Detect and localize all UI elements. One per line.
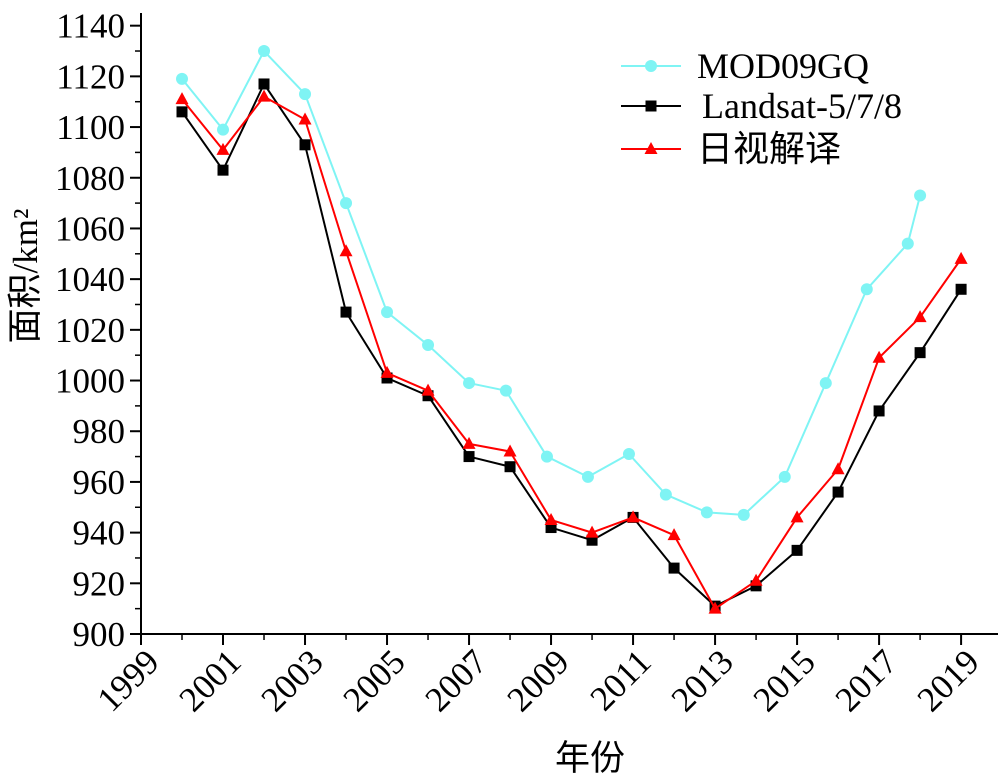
series-1-point — [176, 106, 188, 118]
y-tick-label: 1140 — [56, 7, 125, 46]
series-0-point — [819, 377, 832, 390]
series-2-point — [298, 112, 312, 125]
y-axis-title: 面积/km² — [6, 209, 45, 344]
x-tick-label: 2009 — [500, 642, 577, 719]
series-0-point — [737, 508, 750, 521]
series-1-point — [504, 461, 516, 473]
y-tick-label: 1120 — [56, 57, 125, 96]
series-0-point — [778, 470, 791, 483]
y-tick-label: 980 — [73, 412, 126, 451]
series-2-point — [667, 528, 681, 541]
series-0-point — [581, 470, 594, 483]
series-2-point — [749, 573, 763, 586]
legend-marker — [645, 100, 657, 112]
series-0-point — [499, 384, 512, 397]
series-0-point — [258, 45, 271, 58]
series-1-point — [873, 405, 885, 417]
series-1-point — [381, 372, 393, 384]
series-0-point — [700, 506, 713, 519]
x-tick-label: 2005 — [336, 642, 413, 719]
series-2-point — [175, 92, 189, 105]
y-tick-label: 940 — [73, 514, 126, 553]
x-tick-label: 2007 — [418, 642, 495, 719]
y-tick-label: 1020 — [55, 311, 125, 350]
legend-label: Landsat-5/7/8 — [702, 86, 902, 126]
x-axis-title: 年份 — [555, 739, 625, 778]
legend-label: MOD09GQ — [697, 46, 869, 86]
series-1-point — [586, 534, 598, 546]
x-tick-label: 2003 — [254, 642, 331, 719]
series-2-point — [626, 510, 640, 523]
y-tick-label: 1000 — [55, 362, 125, 401]
x-tick-label: 2015 — [746, 642, 823, 719]
y-tick-label: 900 — [73, 615, 126, 654]
series-2-point — [872, 350, 886, 363]
legend-marker — [645, 60, 657, 72]
series-1-point — [545, 522, 557, 534]
series-2-point — [216, 142, 230, 155]
series-2-point — [913, 310, 927, 323]
series-2-point — [790, 510, 804, 523]
series-1-point — [750, 580, 762, 592]
series-1-point — [914, 347, 926, 359]
series-1-point — [463, 451, 475, 463]
series-2-point — [421, 383, 435, 396]
plot-series — [175, 45, 968, 614]
series-0-point — [340, 197, 353, 210]
series-1-point — [791, 544, 803, 556]
series-1-point — [832, 486, 844, 498]
series-1-point — [299, 139, 311, 151]
series-2-line — [181, 95, 962, 610]
series-0-point — [860, 283, 873, 296]
series-1-point — [422, 390, 434, 402]
series-2-point — [503, 444, 517, 457]
series-0-point — [914, 189, 927, 202]
x-tick-label: 2011 — [583, 642, 659, 718]
series-2-point — [585, 525, 599, 538]
series-2-point — [380, 365, 394, 378]
series-0-point — [422, 339, 435, 352]
y-tick-label: 960 — [73, 463, 126, 502]
series-2-point — [339, 244, 353, 257]
series-0-point — [659, 488, 672, 501]
y-tick-label: 1080 — [55, 159, 125, 198]
series-0-point — [901, 237, 914, 250]
series-2-point — [708, 601, 722, 614]
y-tick-label: 1060 — [55, 209, 125, 248]
legend-item: Landsat-5/7/8 — [621, 86, 902, 126]
series-1-point — [340, 306, 352, 318]
series-0-point — [217, 123, 230, 136]
series-0-point — [299, 88, 312, 101]
series-0-point — [176, 72, 189, 85]
series-0-point — [463, 377, 476, 390]
legend-item: MOD09GQ — [621, 46, 869, 86]
legend-item: 日视解译 — [621, 129, 841, 169]
y-tick-label: 920 — [73, 564, 126, 603]
x-tick-label: 2019 — [910, 642, 987, 719]
y-tick-label: 1100 — [56, 108, 125, 147]
series-1-point — [217, 164, 229, 176]
series-2-point — [462, 436, 476, 449]
x-tick-label: 2001 — [172, 642, 249, 719]
x-tick-label: 2017 — [828, 642, 905, 719]
legend-label: 日视解译 — [697, 129, 841, 169]
series-1-point — [258, 78, 270, 90]
series-2-point — [954, 251, 968, 264]
series-0-line — [181, 50, 922, 516]
series-1-point — [668, 562, 680, 574]
y-tick-label: 1040 — [55, 260, 125, 299]
series-2-point — [544, 512, 558, 525]
series-2-point — [831, 462, 845, 475]
x-tick-label: 2013 — [664, 642, 741, 719]
series-2-point — [257, 89, 271, 102]
legend-marker — [644, 142, 658, 154]
series-0-point — [381, 306, 394, 319]
series-1-point — [955, 283, 967, 295]
series-0-point — [540, 450, 553, 463]
series-1-line — [181, 82, 962, 608]
series-0-point — [622, 448, 635, 461]
